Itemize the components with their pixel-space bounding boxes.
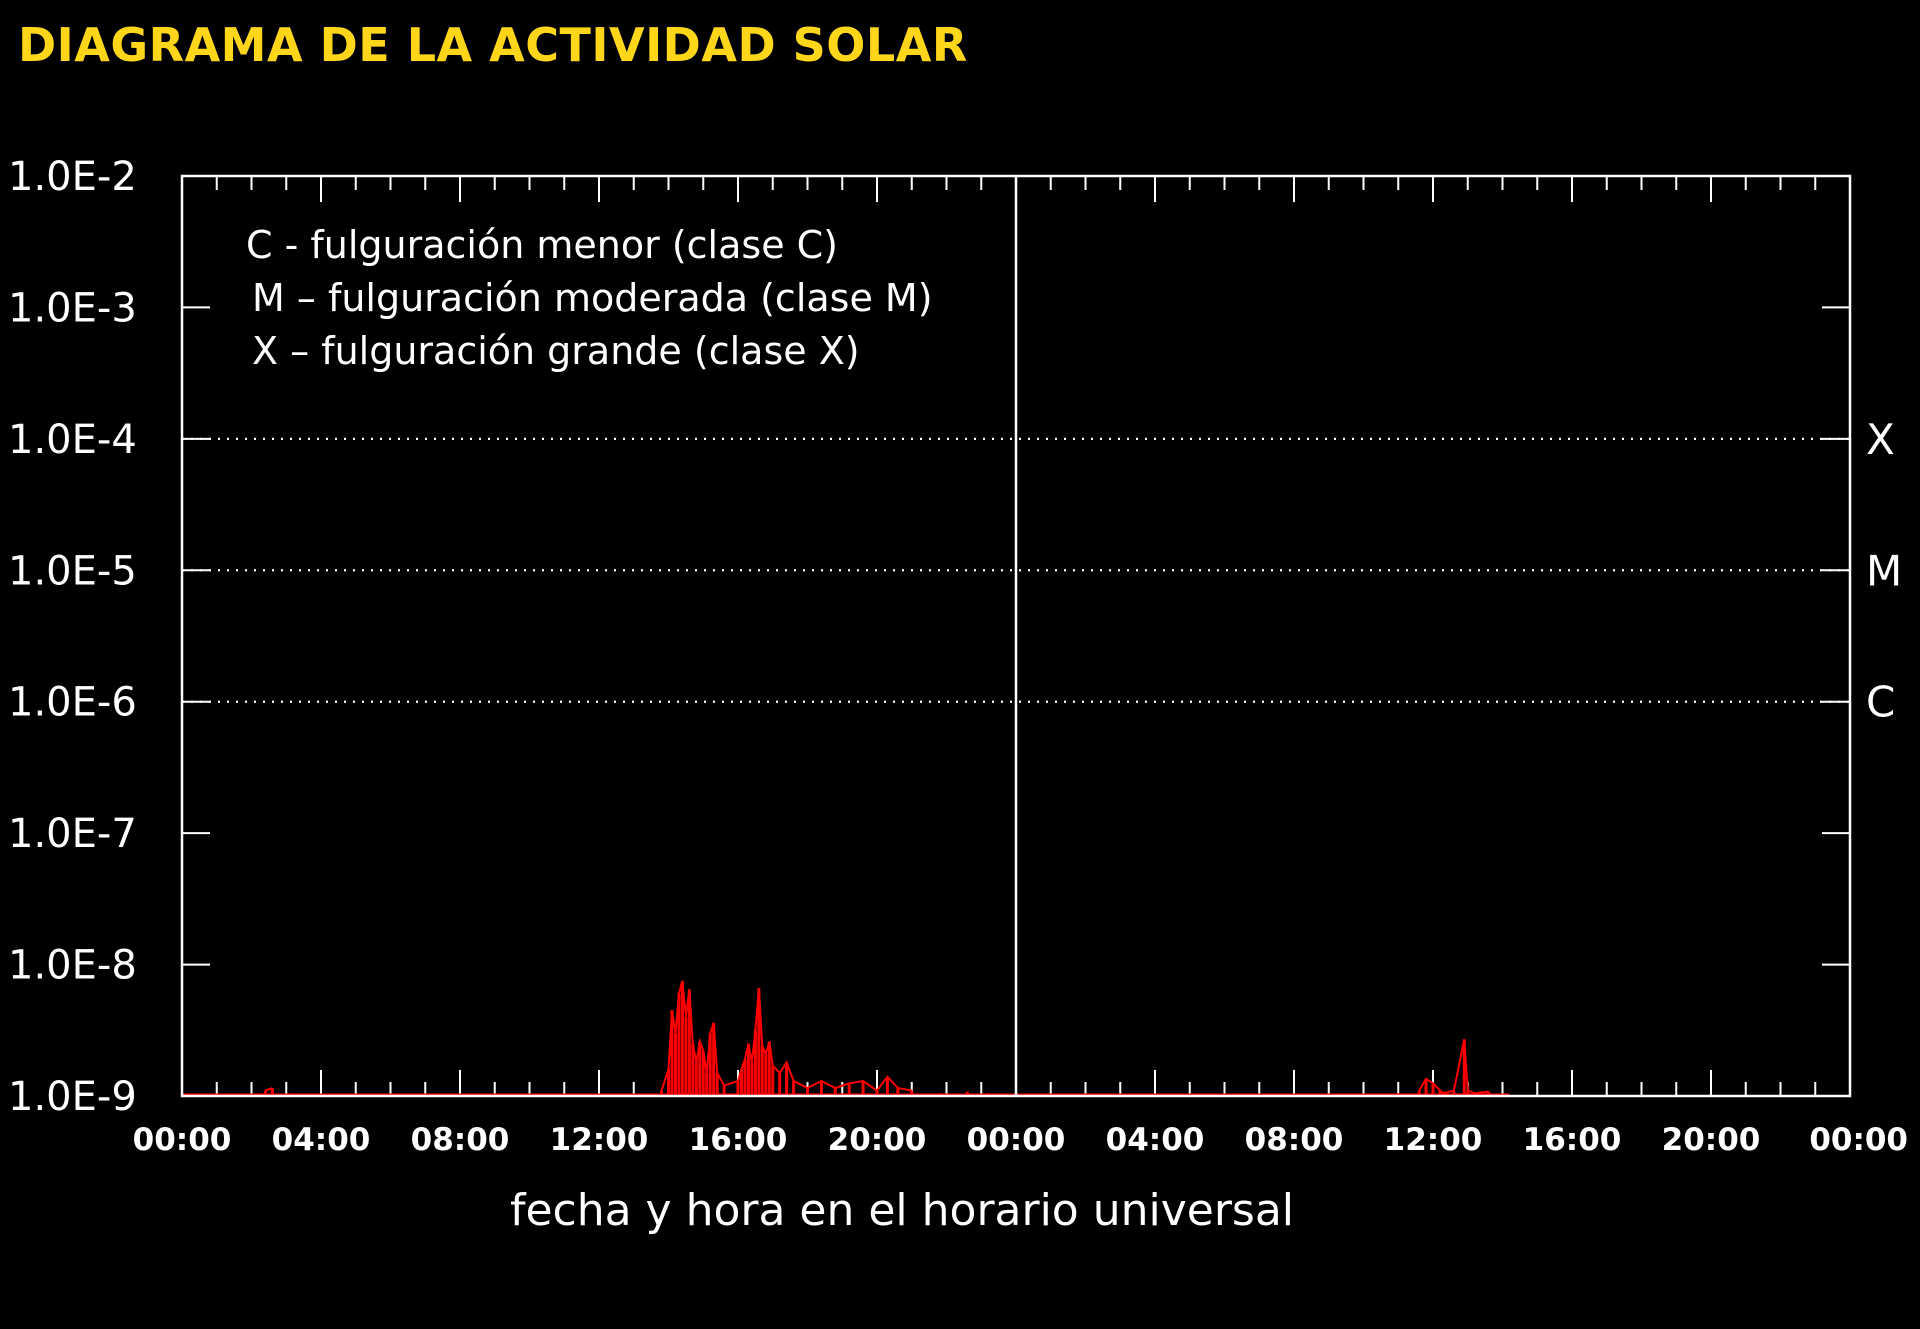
plot-frame [180,174,1852,1098]
x-tick-label: 04:00 [1106,1122,1205,1158]
x-tick-label: 12:00 [550,1122,649,1158]
x-tick-label: 00:00 [133,1122,232,1158]
legend-entry: X – fulguración grande (clase X) [252,329,860,373]
x-tick-label: 16:00 [1523,1122,1622,1158]
x-tick-labels: 00:00 04:00 08:00 12:00 16:00 20:00 00:00 04:00… [133,1122,1908,1158]
y-tick-label: 1.0E-8 [8,943,137,989]
class-label-c: C [1866,678,1895,727]
y-tick-label: 1.0E-5 [8,548,137,594]
y-tick-label: 1.0E-3 [8,285,137,331]
x-axis-label: fecha y hora en el horario universal [510,1185,1294,1236]
legend-entry: C - fulguración menor (clase C) [246,223,838,267]
x-tick-label: 20:00 [1662,1122,1761,1158]
x-tick-label: 00:00 [1809,1122,1908,1158]
y-tick-label: 1.0E-2 [8,154,137,200]
x-tick-label: 16:00 [689,1122,788,1158]
x-tick-label: 12:00 [1384,1122,1483,1158]
y-tick-label: 1.0E-4 [8,417,137,463]
legend-entry: M – fulguración moderada (clase M) [252,276,933,320]
legend: C - fulguración menor (clase C) M – fulgu… [246,223,933,373]
x-tick-label: 00:00 [967,1122,1066,1158]
y-tick-label: 1.0E-9 [8,1074,137,1120]
x-tick-label: 08:00 [411,1122,510,1158]
class-label-m: M [1866,546,1902,595]
x-tick-label: 08:00 [1245,1122,1344,1158]
flux-series [182,980,1510,1097]
chart-title: DIAGRAMA DE LA ACTIVIDAD SOLAR [18,18,968,72]
class-level-labels: X M C [1866,415,1902,727]
y-tick-labels: 1.0E-2 1.0E-3 1.0E-4 1.0E-5 1.0E-6 1.0E-7 1.0E… [8,154,137,1120]
x-tick-label: 20:00 [828,1122,927,1158]
y-tick-label: 1.0E-7 [8,811,137,857]
flux-line [265,980,1489,1095]
y-tick-label: 1.0E-6 [8,680,137,726]
class-label-x: X [1866,415,1895,464]
x-tick-label: 04:00 [272,1122,371,1158]
